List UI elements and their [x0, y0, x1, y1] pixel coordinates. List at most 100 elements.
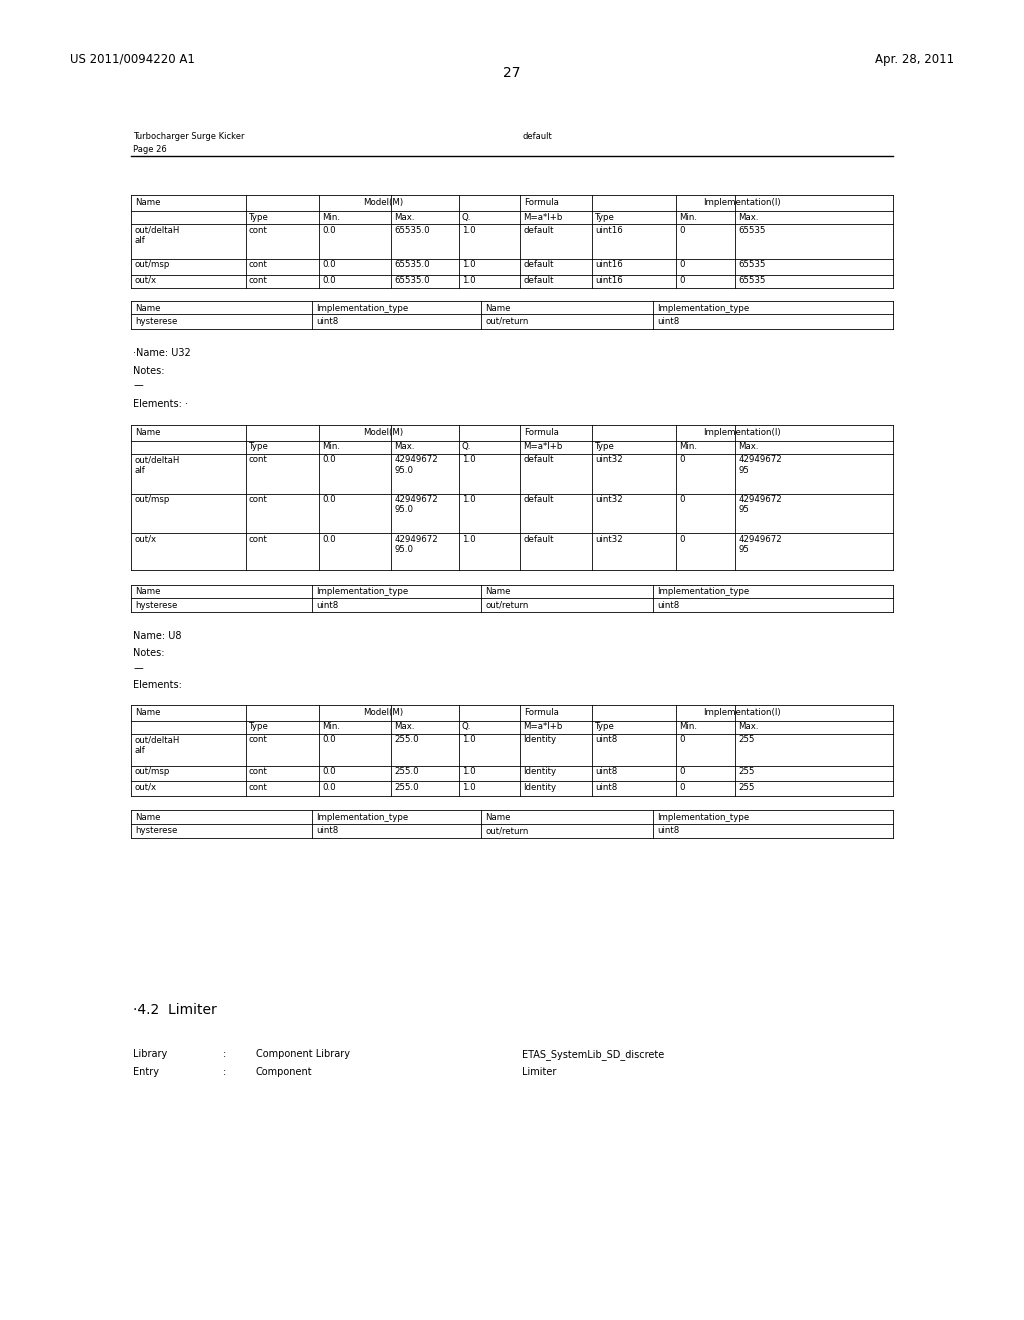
Text: 0: 0 — [679, 455, 684, 465]
Text: Name: Name — [485, 813, 511, 822]
Text: Formula: Formula — [524, 198, 559, 207]
Text: Implementation_type: Implementation_type — [316, 304, 409, 313]
Text: default: default — [523, 276, 554, 285]
Text: out/return: out/return — [485, 826, 528, 836]
Text: Model(M): Model(M) — [362, 428, 403, 437]
Text: :: : — [223, 1049, 226, 1060]
Text: 255: 255 — [738, 767, 755, 776]
Text: Name: Name — [135, 428, 161, 437]
Text: Model(M): Model(M) — [362, 708, 403, 717]
Text: Identity: Identity — [523, 783, 556, 792]
Text: 65535.0: 65535.0 — [394, 260, 430, 269]
Text: 0.0: 0.0 — [323, 783, 336, 792]
Text: 0: 0 — [679, 535, 684, 544]
Text: 0.0: 0.0 — [323, 260, 336, 269]
Text: uint8: uint8 — [316, 317, 339, 326]
Text: default: default — [523, 260, 554, 269]
Text: 0: 0 — [679, 276, 684, 285]
Text: 0.0: 0.0 — [323, 735, 336, 744]
Text: uint8: uint8 — [316, 826, 339, 836]
Text: Identity: Identity — [523, 767, 556, 776]
Text: Formula: Formula — [524, 708, 559, 717]
Text: uint8: uint8 — [595, 735, 617, 744]
Text: Max.: Max. — [394, 442, 415, 451]
Text: out/x: out/x — [134, 535, 157, 544]
Text: Formula: Formula — [524, 428, 559, 437]
Text: Implementation_type: Implementation_type — [657, 813, 750, 822]
Text: Component: Component — [256, 1067, 312, 1077]
Text: Max.: Max. — [394, 213, 415, 222]
Text: 65535: 65535 — [738, 226, 766, 235]
Text: Model(M): Model(M) — [362, 198, 403, 207]
Text: Type: Type — [595, 213, 614, 222]
Text: Min.: Min. — [679, 213, 697, 222]
Text: 1.0: 1.0 — [462, 226, 475, 235]
Text: out/msp: out/msp — [134, 260, 170, 269]
Text: US 2011/0094220 A1: US 2011/0094220 A1 — [70, 53, 195, 66]
Text: 255.0: 255.0 — [394, 783, 419, 792]
Text: M=a*l+b: M=a*l+b — [523, 722, 562, 731]
Text: 0: 0 — [679, 735, 684, 744]
Text: 42949672
95.0: 42949672 95.0 — [394, 455, 438, 475]
Text: 0.0: 0.0 — [323, 455, 336, 465]
Text: Min.: Min. — [679, 722, 697, 731]
Text: —: — — [133, 380, 143, 391]
Text: uint8: uint8 — [657, 601, 680, 610]
Text: 255: 255 — [738, 783, 755, 792]
Text: uint16: uint16 — [595, 276, 623, 285]
Text: default: default — [523, 495, 554, 504]
Text: 27: 27 — [503, 66, 521, 81]
Text: uint32: uint32 — [595, 455, 623, 465]
Text: 65535: 65535 — [738, 276, 766, 285]
Text: 0.0: 0.0 — [323, 535, 336, 544]
Text: Max.: Max. — [738, 722, 759, 731]
Text: :: : — [223, 1067, 226, 1077]
Text: 0: 0 — [679, 226, 684, 235]
Text: Max.: Max. — [738, 442, 759, 451]
Text: Name: Name — [135, 708, 161, 717]
Text: out/msp: out/msp — [134, 495, 170, 504]
Text: Implementation_type: Implementation_type — [657, 304, 750, 313]
Text: 65535.0: 65535.0 — [394, 226, 430, 235]
Text: 0.0: 0.0 — [323, 226, 336, 235]
Text: Q.: Q. — [462, 442, 471, 451]
Text: out/deltaH
alf: out/deltaH alf — [134, 455, 179, 475]
Text: Apr. 28, 2011: Apr. 28, 2011 — [876, 53, 954, 66]
Text: Max.: Max. — [394, 722, 415, 731]
Text: ETAS_SystemLib_SD_discrete: ETAS_SystemLib_SD_discrete — [522, 1049, 665, 1060]
Text: uint32: uint32 — [595, 495, 623, 504]
Text: out/return: out/return — [485, 601, 528, 610]
Text: Implementation_type: Implementation_type — [657, 587, 750, 597]
Text: out/x: out/x — [134, 783, 157, 792]
Text: uint32: uint32 — [595, 535, 623, 544]
Text: cont: cont — [249, 260, 267, 269]
Text: hysterese: hysterese — [135, 601, 177, 610]
Text: cont: cont — [249, 783, 267, 792]
Text: cont: cont — [249, 455, 267, 465]
Text: Elements:: Elements: — [133, 680, 182, 690]
Text: Min.: Min. — [323, 213, 341, 222]
Text: 0: 0 — [679, 495, 684, 504]
Text: 0.0: 0.0 — [323, 276, 336, 285]
Text: 0.0: 0.0 — [323, 495, 336, 504]
Text: Min.: Min. — [679, 442, 697, 451]
Text: M=a*l+b: M=a*l+b — [523, 442, 562, 451]
Text: cont: cont — [249, 226, 267, 235]
Text: Component Library: Component Library — [256, 1049, 350, 1060]
Text: 1.0: 1.0 — [462, 455, 475, 465]
Text: 42949672
95.0: 42949672 95.0 — [394, 535, 438, 554]
Text: Notes:: Notes: — [133, 648, 165, 659]
Text: default: default — [523, 226, 554, 235]
Text: 0: 0 — [679, 783, 684, 792]
Text: 1.0: 1.0 — [462, 260, 475, 269]
Text: Implementation(I): Implementation(I) — [703, 428, 781, 437]
Text: uint8: uint8 — [595, 767, 617, 776]
Text: uint8: uint8 — [316, 601, 339, 610]
Text: Limiter: Limiter — [522, 1067, 557, 1077]
Text: Max.: Max. — [738, 213, 759, 222]
Text: default: default — [523, 455, 554, 465]
Text: 0: 0 — [679, 260, 684, 269]
Text: Implementation_type: Implementation_type — [316, 813, 409, 822]
Text: Type: Type — [595, 722, 614, 731]
Text: 42949672
95: 42949672 95 — [738, 455, 782, 475]
